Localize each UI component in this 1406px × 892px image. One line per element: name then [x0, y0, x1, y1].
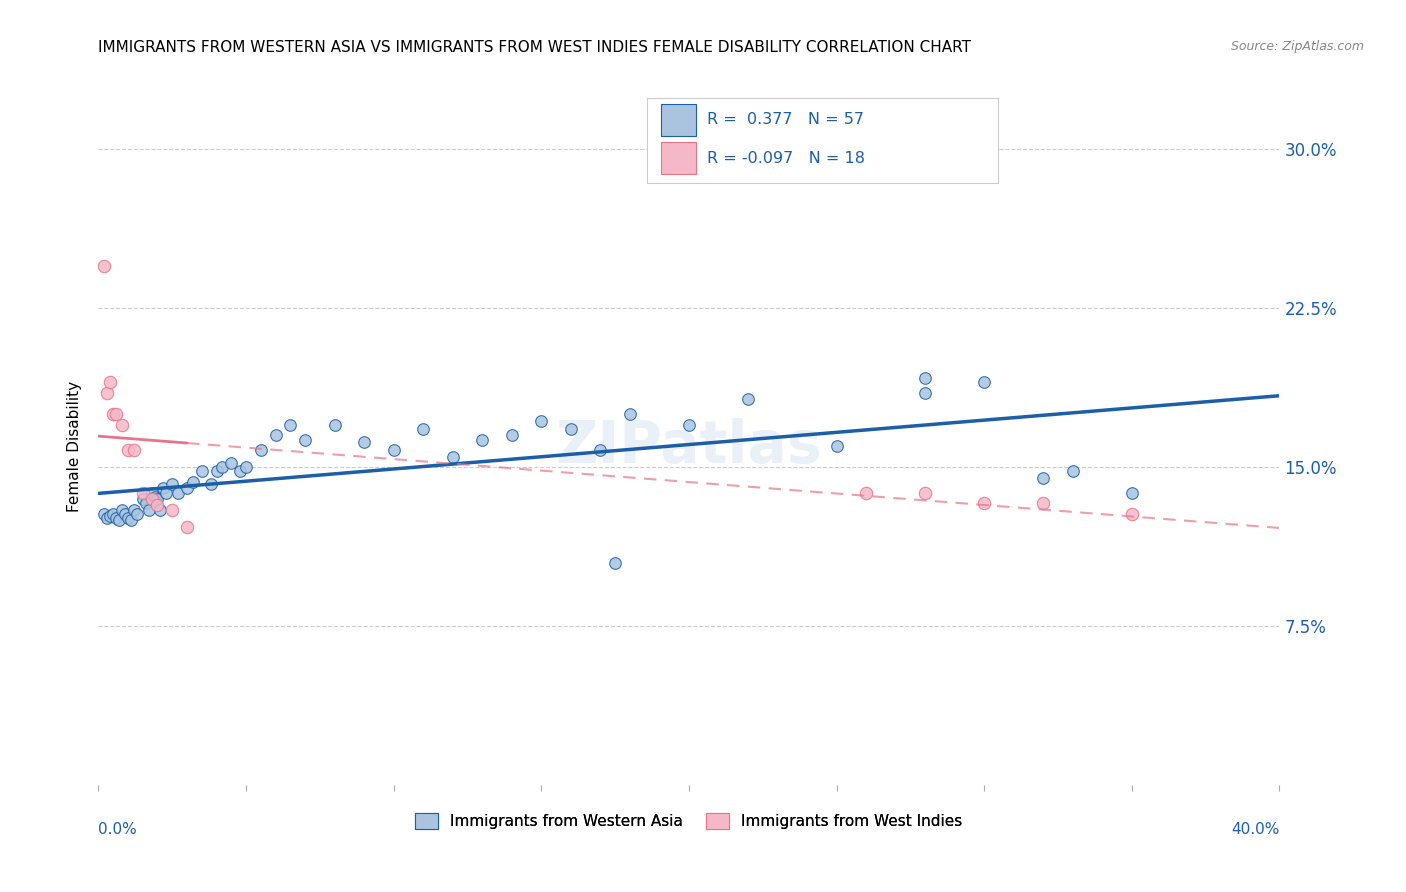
Point — [914, 371, 936, 385]
Point — [855, 485, 877, 500]
Point — [353, 434, 375, 449]
Point — [122, 443, 145, 458]
Point — [143, 490, 166, 504]
Point — [111, 502, 134, 516]
Point — [114, 507, 136, 521]
Point — [111, 417, 134, 432]
Point — [162, 502, 183, 516]
Point — [138, 502, 160, 516]
Point — [146, 498, 169, 512]
Point — [167, 485, 190, 500]
Point — [96, 511, 118, 525]
Point — [93, 259, 115, 273]
Point — [825, 439, 848, 453]
Point — [678, 417, 700, 432]
Point — [1121, 507, 1143, 521]
Point — [135, 496, 157, 510]
Point — [264, 428, 287, 442]
Point — [152, 482, 174, 496]
FancyBboxPatch shape — [661, 104, 696, 136]
Point — [146, 491, 169, 506]
Point — [471, 433, 494, 447]
Point — [280, 417, 302, 432]
Point — [501, 428, 523, 442]
Point — [125, 507, 148, 521]
Point — [200, 477, 222, 491]
Point — [132, 491, 155, 506]
Point — [250, 443, 273, 458]
Point — [737, 392, 759, 407]
Point — [221, 456, 243, 470]
Point — [108, 513, 131, 527]
Point — [98, 376, 121, 390]
Point — [103, 507, 125, 521]
Text: Source: ZipAtlas.com: Source: ZipAtlas.com — [1230, 40, 1364, 54]
Point — [122, 502, 145, 516]
Point — [235, 460, 257, 475]
Point — [323, 417, 346, 432]
Point — [1121, 485, 1143, 500]
Point — [141, 485, 163, 500]
FancyBboxPatch shape — [661, 142, 696, 175]
Point — [141, 491, 163, 506]
Text: R =  0.377   N = 57: R = 0.377 N = 57 — [707, 112, 863, 128]
Point — [914, 386, 936, 401]
Point — [1032, 496, 1054, 510]
Point — [294, 433, 316, 447]
Point — [211, 460, 233, 475]
Point — [176, 482, 198, 496]
Point — [132, 485, 155, 500]
Text: IMMIGRANTS FROM WESTERN ASIA VS IMMIGRANTS FROM WEST INDIES FEMALE DISABILITY CO: IMMIGRANTS FROM WESTERN ASIA VS IMMIGRAN… — [98, 40, 972, 55]
Point — [98, 508, 121, 523]
Point — [229, 464, 252, 478]
Point — [605, 556, 627, 570]
Point — [105, 407, 128, 421]
Text: 40.0%: 40.0% — [1232, 822, 1279, 838]
Point — [103, 407, 125, 421]
Point — [412, 422, 434, 436]
Point — [105, 511, 128, 525]
Legend: Immigrants from Western Asia, Immigrants from West Indies: Immigrants from Western Asia, Immigrants… — [409, 806, 969, 835]
Point — [589, 443, 612, 458]
Point — [117, 443, 139, 458]
Point — [117, 511, 139, 525]
Point — [191, 464, 214, 478]
Point — [973, 496, 995, 510]
Point — [205, 464, 228, 478]
Point — [1032, 471, 1054, 485]
Point — [560, 422, 582, 436]
Point — [149, 502, 172, 516]
Point — [120, 513, 142, 527]
Point — [155, 485, 177, 500]
Point — [619, 407, 641, 421]
Point — [181, 475, 204, 489]
Point — [441, 450, 464, 464]
Point — [382, 443, 405, 458]
Point — [973, 376, 995, 390]
Text: ZIPatlas: ZIPatlas — [555, 417, 823, 475]
Point — [1062, 464, 1084, 478]
Point — [914, 485, 936, 500]
Y-axis label: Female Disability: Female Disability — [67, 380, 83, 512]
Point — [162, 477, 183, 491]
Point — [93, 507, 115, 521]
Point — [176, 519, 198, 533]
Text: 0.0%: 0.0% — [98, 822, 138, 838]
Text: R = -0.097   N = 18: R = -0.097 N = 18 — [707, 152, 865, 166]
Point — [530, 414, 553, 428]
Point — [96, 386, 118, 401]
